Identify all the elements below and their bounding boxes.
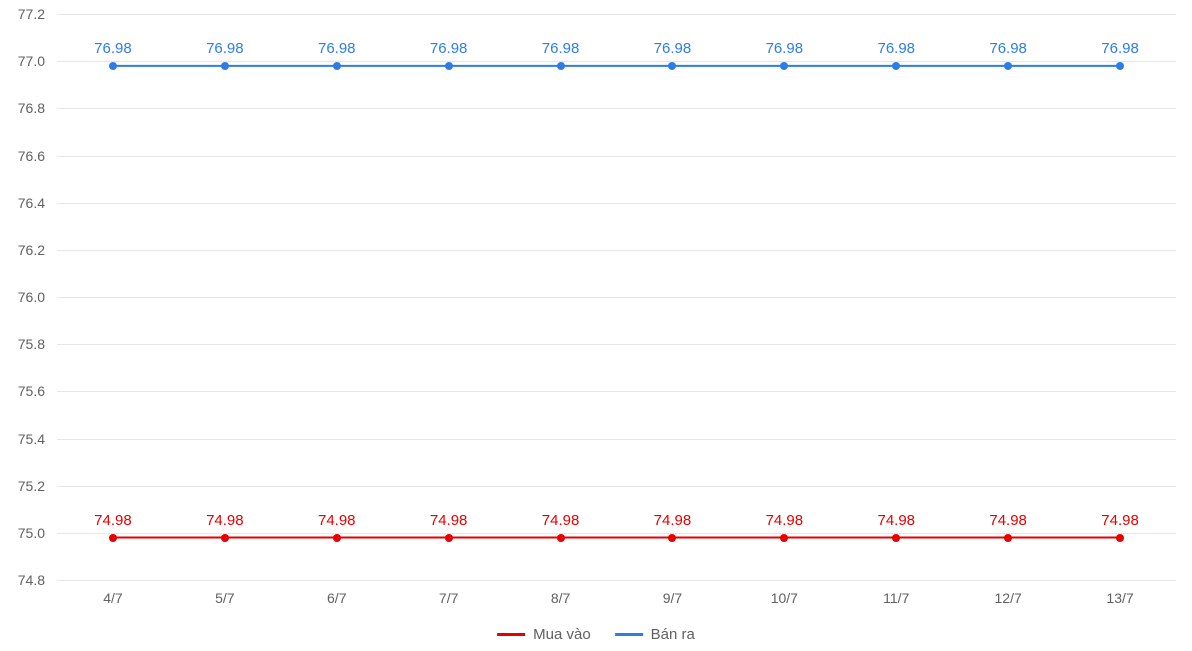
- legend-swatch: [497, 633, 525, 636]
- data-point: [1116, 62, 1124, 70]
- data-point: [668, 534, 676, 542]
- gridline: [57, 344, 1176, 345]
- data-point: [221, 62, 229, 70]
- x-axis-tick-label: 9/7: [663, 590, 682, 606]
- gridline: [57, 486, 1176, 487]
- data-value-label: 74.98: [430, 512, 468, 529]
- data-value-label: 74.98: [766, 512, 804, 529]
- data-point: [892, 534, 900, 542]
- data-value-label: 74.98: [989, 512, 1027, 529]
- x-axis-tick-label: 7/7: [439, 590, 458, 606]
- x-axis-tick-label: 12/7: [995, 590, 1022, 606]
- gridline: [57, 250, 1176, 251]
- gridline: [57, 156, 1176, 157]
- y-axis-tick-label: 77.2: [0, 6, 45, 22]
- line-chart: 74.98 74.98 74.98 74.98 74.98 74.98 74.98 74.98…: [0, 0, 1192, 651]
- y-axis-tick-label: 75.8: [0, 336, 45, 352]
- data-value-label: 76.98: [1101, 40, 1139, 57]
- legend-item: Mua vào: [497, 626, 591, 643]
- data-value-label: 76.98: [766, 40, 804, 57]
- data-point: [1004, 62, 1012, 70]
- y-axis-tick-label: 74.8: [0, 572, 45, 588]
- gridline: [57, 439, 1176, 440]
- y-axis-tick-label: 75.2: [0, 478, 45, 494]
- data-point: [333, 534, 341, 542]
- data-value-label: 76.98: [989, 40, 1027, 57]
- legend-label: Mua vào: [533, 626, 591, 643]
- data-point: [333, 62, 341, 70]
- data-value-label: 74.98: [1101, 512, 1139, 529]
- chart-legend: Mua vào Bán ra: [497, 626, 695, 643]
- x-axis-tick-label: 8/7: [551, 590, 570, 606]
- data-value-label: 74.98: [542, 512, 580, 529]
- y-axis-tick-label: 76.0: [0, 289, 45, 305]
- data-value-label: 76.98: [94, 40, 132, 57]
- data-value-label: 74.98: [206, 512, 244, 529]
- data-value-label: 76.98: [206, 40, 244, 57]
- y-axis-tick-label: 76.6: [0, 148, 45, 164]
- legend-item: Bán ra: [615, 626, 695, 643]
- x-axis-tick-label: 10/7: [771, 590, 798, 606]
- data-point: [668, 62, 676, 70]
- data-value-label: 74.98: [654, 512, 692, 529]
- data-point: [221, 534, 229, 542]
- y-axis-tick-label: 75.4: [0, 431, 45, 447]
- y-axis-tick-label: 75.0: [0, 525, 45, 541]
- gridline: [57, 108, 1176, 109]
- data-value-label: 76.98: [877, 40, 915, 57]
- data-point: [1116, 534, 1124, 542]
- plot-area: 74.98 74.98 74.98 74.98 74.98 74.98 74.98 74.98…: [57, 14, 1176, 580]
- x-axis-tick-label: 6/7: [327, 590, 346, 606]
- data-point: [780, 62, 788, 70]
- data-value-label: 76.98: [318, 40, 356, 57]
- x-axis-tick-label: 5/7: [215, 590, 234, 606]
- data-value-label: 76.98: [542, 40, 580, 57]
- data-point: [557, 62, 565, 70]
- y-axis-tick-label: 76.2: [0, 242, 45, 258]
- data-value-label: 74.98: [877, 512, 915, 529]
- legend-swatch: [615, 633, 643, 636]
- y-axis-tick-label: 75.6: [0, 383, 45, 399]
- data-value-label: 74.98: [94, 512, 132, 529]
- data-value-label: 76.98: [430, 40, 468, 57]
- data-point: [109, 534, 117, 542]
- data-value-label: 74.98: [318, 512, 356, 529]
- data-point: [557, 534, 565, 542]
- legend-label: Bán ra: [651, 626, 695, 643]
- y-axis-tick-label: 76.4: [0, 195, 45, 211]
- data-point: [892, 62, 900, 70]
- gridline: [57, 391, 1176, 392]
- y-axis-tick-label: 77.0: [0, 53, 45, 69]
- y-axis-tick-label: 76.8: [0, 100, 45, 116]
- data-point: [445, 534, 453, 542]
- x-axis-tick-label: 11/7: [883, 590, 909, 606]
- x-axis-tick-label: 4/7: [103, 590, 122, 606]
- data-point: [780, 534, 788, 542]
- data-point: [109, 62, 117, 70]
- gridline: [57, 203, 1176, 204]
- gridline: [57, 14, 1176, 15]
- gridline: [57, 297, 1176, 298]
- data-value-label: 76.98: [654, 40, 692, 57]
- gridline: [57, 580, 1176, 581]
- data-point: [445, 62, 453, 70]
- data-point: [1004, 534, 1012, 542]
- x-axis-tick-label: 13/7: [1106, 590, 1133, 606]
